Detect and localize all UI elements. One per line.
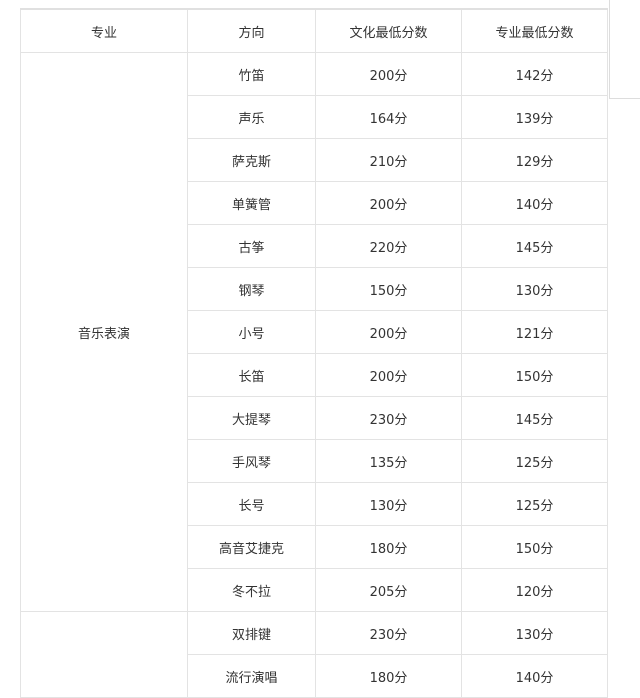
direction-cell: 长号 bbox=[187, 482, 316, 526]
culture-score-cell: 200分 bbox=[315, 310, 462, 354]
table-row: 声乐 164分 139分 bbox=[21, 95, 608, 139]
professional-score-cell: 125分 bbox=[461, 439, 608, 483]
table-row: 单簧管 200分 140分 bbox=[21, 181, 608, 225]
professional-score-cell: 130分 bbox=[461, 267, 608, 311]
direction-cell: 钢琴 bbox=[187, 267, 316, 311]
direction-cell: 竹笛 bbox=[187, 52, 316, 96]
professional-score-cell: 142分 bbox=[461, 52, 608, 96]
admission-score-table: 专业 方向 文化最低分数 专业最低分数 音乐表演 竹笛 200分 142分 声乐 164分… bbox=[20, 8, 608, 698]
culture-score-cell: 230分 bbox=[315, 396, 462, 440]
culture-score-cell: 164分 bbox=[315, 95, 462, 139]
header-major: 专业 bbox=[20, 8, 188, 53]
table-row: 小号 200分 121分 bbox=[21, 310, 608, 354]
side-panel-edge bbox=[609, 0, 640, 99]
table-row: 高音艾捷克 180分 150分 bbox=[21, 525, 608, 569]
culture-score-cell: 180分 bbox=[315, 525, 462, 569]
professional-score-cell: 130分 bbox=[461, 611, 608, 655]
professional-score-cell: 129分 bbox=[461, 138, 608, 182]
direction-cell: 冬不拉 bbox=[187, 568, 316, 612]
table-row: 长号 130分 125分 bbox=[21, 482, 608, 526]
culture-score-cell: 200分 bbox=[315, 353, 462, 397]
direction-cell: 长笛 bbox=[187, 353, 316, 397]
major-cell bbox=[20, 611, 188, 698]
professional-score-cell: 140分 bbox=[461, 654, 608, 698]
culture-score-cell: 150分 bbox=[315, 267, 462, 311]
major-cell: 音乐表演 bbox=[20, 52, 188, 612]
table-row: 大提琴 230分 145分 bbox=[21, 396, 608, 440]
header-professional-min-score: 专业最低分数 bbox=[461, 8, 608, 53]
direction-cell: 萨克斯 bbox=[187, 138, 316, 182]
professional-score-cell: 139分 bbox=[461, 95, 608, 139]
professional-score-cell: 120分 bbox=[461, 568, 608, 612]
direction-cell: 流行演唱 bbox=[187, 654, 316, 698]
header-direction: 方向 bbox=[187, 8, 316, 53]
culture-score-cell: 205分 bbox=[315, 568, 462, 612]
direction-cell: 高音艾捷克 bbox=[187, 525, 316, 569]
table-row: 古筝 220分 145分 bbox=[21, 224, 608, 268]
professional-score-cell: 140分 bbox=[461, 181, 608, 225]
culture-score-cell: 135分 bbox=[315, 439, 462, 483]
table-row: 音乐表演 竹笛 200分 142分 bbox=[20, 52, 608, 612]
direction-cell: 古筝 bbox=[187, 224, 316, 268]
table-row: 钢琴 150分 130分 bbox=[21, 267, 608, 311]
culture-score-cell: 130分 bbox=[315, 482, 462, 526]
professional-score-cell: 150分 bbox=[461, 353, 608, 397]
culture-score-cell: 230分 bbox=[315, 611, 462, 655]
professional-score-cell: 121分 bbox=[461, 310, 608, 354]
table-header-row: 专业 方向 文化最低分数 专业最低分数 bbox=[20, 8, 608, 53]
direction-cell: 手风琴 bbox=[187, 439, 316, 483]
table-row: 双排键 230分 130分 bbox=[20, 611, 608, 698]
professional-score-cell: 150分 bbox=[461, 525, 608, 569]
culture-score-cell: 220分 bbox=[315, 224, 462, 268]
direction-cell: 小号 bbox=[187, 310, 316, 354]
professional-score-cell: 145分 bbox=[461, 224, 608, 268]
direction-cell: 单簧管 bbox=[187, 181, 316, 225]
professional-score-cell: 125分 bbox=[461, 482, 608, 526]
table-row: 手风琴 135分 125分 bbox=[21, 439, 608, 483]
direction-cell: 双排键 bbox=[187, 611, 316, 655]
direction-cell: 大提琴 bbox=[187, 396, 316, 440]
table-row: 萨克斯 210分 129分 bbox=[21, 138, 608, 182]
direction-cell: 声乐 bbox=[187, 95, 316, 139]
culture-score-cell: 200分 bbox=[315, 52, 462, 96]
culture-score-cell: 210分 bbox=[315, 138, 462, 182]
culture-score-cell: 200分 bbox=[315, 181, 462, 225]
culture-score-cell: 180分 bbox=[315, 654, 462, 698]
table-row: 长笛 200分 150分 bbox=[21, 353, 608, 397]
header-culture-min-score: 文化最低分数 bbox=[315, 8, 462, 53]
professional-score-cell: 145分 bbox=[461, 396, 608, 440]
